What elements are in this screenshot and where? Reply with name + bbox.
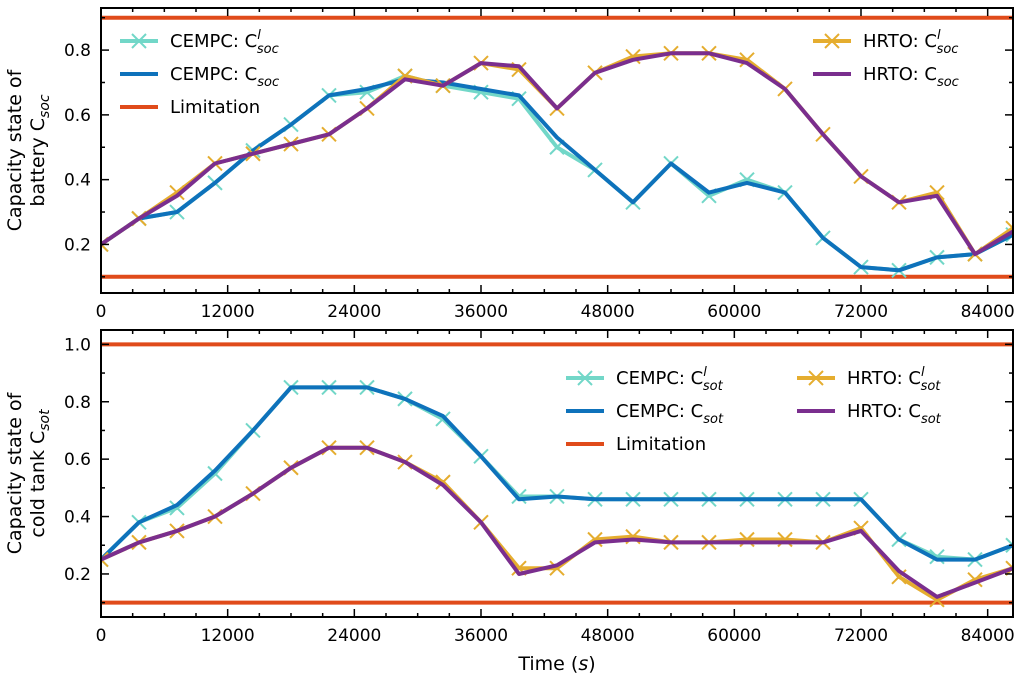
data-point-marker bbox=[1005, 537, 1013, 553]
legend-item-hrto: HRTO: Csoc bbox=[813, 64, 959, 90]
legend-label: HRTO: Csot bbox=[847, 401, 942, 427]
y-tick-label: 0.8 bbox=[64, 41, 91, 61]
data-point-marker bbox=[207, 465, 223, 482]
x-axis-label: Time (s) bbox=[517, 653, 595, 675]
x-tick-label: 12000 bbox=[201, 626, 255, 646]
legend-marker bbox=[808, 370, 824, 386]
y-axis-label: Capacity state ofbattery Csoc bbox=[4, 68, 53, 231]
y-tick-label: 0.4 bbox=[64, 171, 91, 191]
chart-panel-2: 0 12000 24000 36000 48000 60000 72000 84000 0.2 0… bbox=[4, 329, 1015, 675]
x-tick-label: 12000 bbox=[201, 302, 255, 322]
series-line-hrto bbox=[101, 51, 1013, 257]
y-tick-label: 0.6 bbox=[64, 450, 91, 470]
legend-marker bbox=[824, 33, 840, 49]
x-tick-label: 60000 bbox=[707, 626, 761, 646]
data-point-marker bbox=[435, 474, 451, 490]
y-tick-label: 0.2 bbox=[64, 565, 91, 585]
series-hrto bbox=[101, 445, 1013, 599]
legend-label: CEMPC: Cl sot bbox=[616, 365, 724, 394]
x-tick-label: 48000 bbox=[581, 302, 635, 322]
x-tick-label: 36000 bbox=[454, 302, 508, 322]
legend-item-limit: Limitation bbox=[120, 97, 260, 118]
series-cempc bbox=[101, 385, 1013, 562]
x-tick-label: 48000 bbox=[581, 626, 635, 646]
chart-panel-1: 0 12000 24000 36000 48000 60000 72000 84000 0.2 0… bbox=[4, 7, 1015, 322]
series-line-hrto-l bbox=[101, 445, 1013, 602]
legend-item-cempc: CEMPC: Csoc bbox=[120, 64, 279, 90]
legend-item-hrto-l: HRTO: Cl sot bbox=[797, 365, 941, 394]
x-tick-label: 72000 bbox=[834, 302, 888, 322]
plot-frame bbox=[100, 329, 1014, 618]
legend-label: CEMPC: Csot bbox=[616, 401, 724, 427]
legend-label: CEMPC: Cl soc bbox=[170, 28, 279, 57]
legend-item-cempc-l: CEMPC: Cl sot bbox=[566, 365, 724, 394]
series-cempc bbox=[101, 77, 1013, 273]
plot-frame bbox=[100, 7, 1014, 294]
y-tick-label: 0.4 bbox=[64, 508, 91, 528]
data-point-marker bbox=[101, 551, 109, 568]
x-tick-label: 24000 bbox=[327, 302, 381, 322]
legend-item-hrto-l: HRTO: Cl soc bbox=[813, 28, 958, 57]
legend-label: Limitation bbox=[170, 97, 260, 118]
legend-label: HRTO: Cl soc bbox=[863, 28, 958, 57]
legend-item-hrto: HRTO: Csot bbox=[797, 401, 942, 427]
legend-marker bbox=[131, 33, 147, 49]
legend-label: Limitation bbox=[616, 434, 706, 455]
series-line-cempc bbox=[101, 385, 1013, 562]
legend-marker bbox=[577, 370, 593, 386]
x-tick-label: 60000 bbox=[707, 302, 761, 322]
x-tick-label: 72000 bbox=[834, 626, 888, 646]
legend-label: CEMPC: Csoc bbox=[170, 64, 279, 90]
data-point-marker bbox=[1005, 560, 1013, 576]
series-line-hrto bbox=[101, 445, 1013, 599]
y-axis-label: Capacity state ofcold tank Csot bbox=[4, 391, 53, 554]
series-hrto bbox=[101, 51, 1013, 257]
legend-label: HRTO: Cl sot bbox=[847, 365, 941, 394]
series-line-cempc bbox=[101, 77, 1013, 273]
x-tick-label: 24000 bbox=[327, 626, 381, 646]
x-tick-label: 0 bbox=[96, 626, 107, 646]
y-tick-label: 0.8 bbox=[64, 393, 91, 413]
legend-item-limit: Limitation bbox=[566, 434, 706, 455]
x-tick-label: 36000 bbox=[454, 626, 508, 646]
y-tick-label: 0.6 bbox=[64, 106, 91, 126]
legend-item-cempc-l: CEMPC: Cl soc bbox=[120, 28, 279, 57]
x-tick-label: 84000 bbox=[961, 626, 1015, 646]
y-tick-label: 0.2 bbox=[64, 235, 91, 255]
x-tick-label: 0 bbox=[96, 302, 107, 322]
series-hrto-l bbox=[101, 439, 1013, 608]
x-tick-label: 84000 bbox=[961, 302, 1015, 322]
legend-item-cempc: CEMPC: Csot bbox=[566, 401, 724, 427]
y-tick-label: 1.0 bbox=[64, 335, 91, 355]
legend-label: HRTO: Csoc bbox=[863, 64, 959, 90]
